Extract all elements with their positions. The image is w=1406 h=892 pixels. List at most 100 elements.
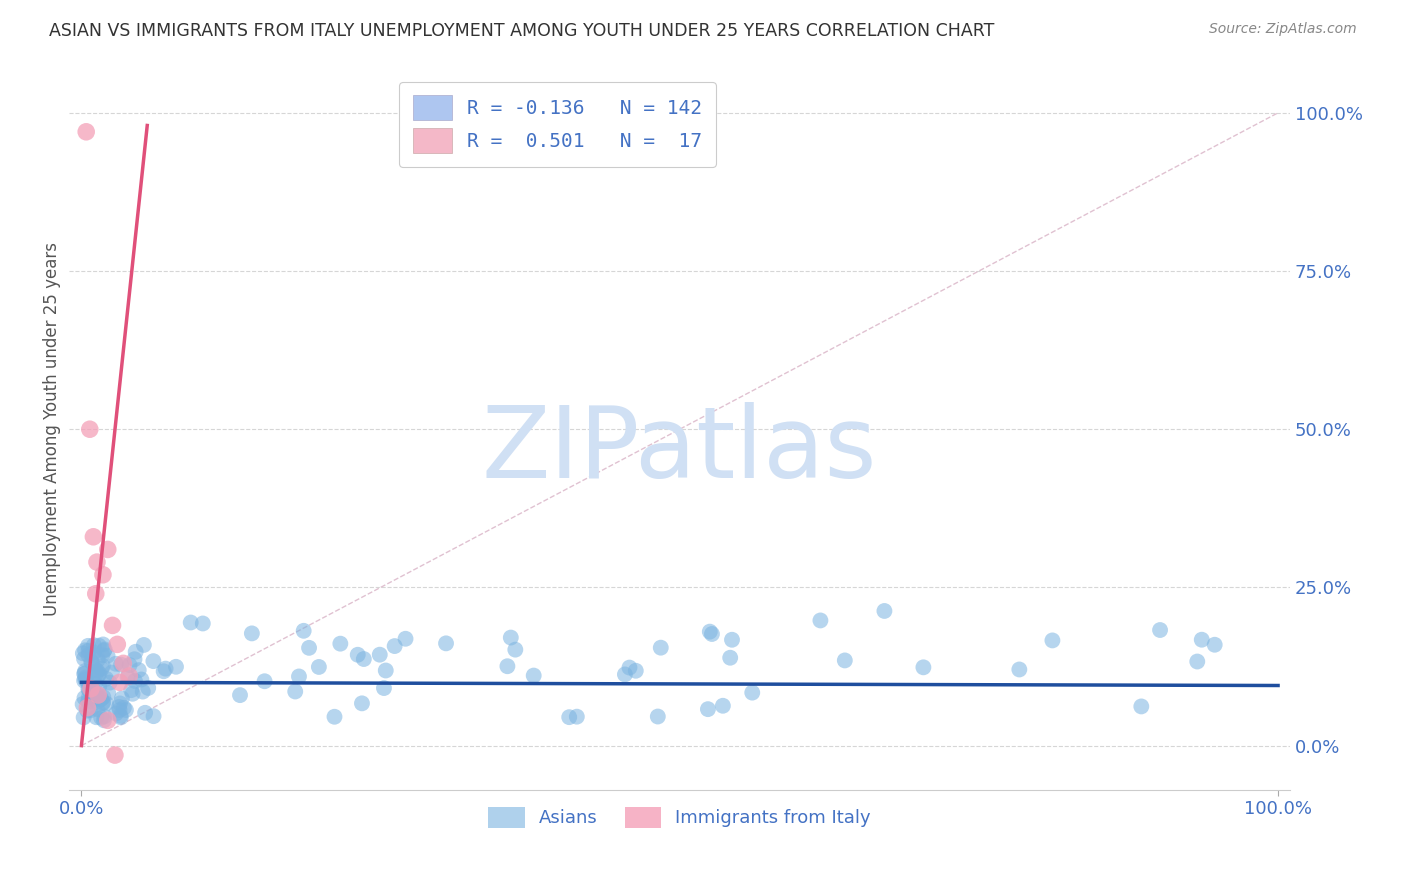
Point xyxy=(76,704,98,718)
Point xyxy=(117,670,139,684)
Point xyxy=(810,614,832,628)
Point xyxy=(79,703,101,717)
Point xyxy=(90,662,112,676)
Point xyxy=(87,688,110,702)
Point xyxy=(104,657,127,671)
Point xyxy=(108,675,131,690)
Point xyxy=(80,681,103,696)
Point xyxy=(229,688,252,702)
Point xyxy=(89,666,111,681)
Point xyxy=(97,542,120,557)
Point xyxy=(499,631,522,645)
Point xyxy=(91,658,114,673)
Point xyxy=(1204,638,1226,652)
Point xyxy=(90,711,112,725)
Point xyxy=(91,637,114,651)
Point xyxy=(86,702,108,716)
Point xyxy=(240,626,263,640)
Point xyxy=(112,657,135,671)
Point xyxy=(75,664,97,678)
Point xyxy=(90,692,112,706)
Point xyxy=(110,709,132,723)
Point xyxy=(93,709,115,723)
Point xyxy=(86,555,108,569)
Point xyxy=(292,624,315,638)
Point xyxy=(82,682,104,697)
Point xyxy=(1191,632,1213,647)
Point xyxy=(84,677,107,691)
Point xyxy=(76,700,98,714)
Point xyxy=(152,665,174,679)
Point xyxy=(72,710,94,724)
Point xyxy=(124,645,146,659)
Point xyxy=(434,636,457,650)
Y-axis label: Unemployment Among Youth under 25 years: Unemployment Among Youth under 25 years xyxy=(44,243,60,616)
Point xyxy=(308,660,330,674)
Point xyxy=(912,660,935,674)
Point xyxy=(496,659,519,673)
Point xyxy=(77,639,100,653)
Point xyxy=(298,640,321,655)
Point xyxy=(323,710,346,724)
Point xyxy=(121,687,143,701)
Point xyxy=(284,684,307,698)
Point xyxy=(84,587,107,601)
Point xyxy=(253,674,276,689)
Point xyxy=(329,637,352,651)
Point xyxy=(87,639,110,653)
Point xyxy=(1149,623,1171,637)
Text: Source: ZipAtlas.com: Source: ZipAtlas.com xyxy=(1209,22,1357,37)
Point xyxy=(83,645,105,659)
Point xyxy=(136,681,159,695)
Point xyxy=(87,668,110,682)
Point xyxy=(84,710,107,724)
Point xyxy=(132,684,155,698)
Point xyxy=(86,664,108,678)
Point xyxy=(191,616,214,631)
Point xyxy=(96,648,118,663)
Point xyxy=(700,627,723,641)
Point xyxy=(73,666,96,681)
Point xyxy=(741,685,763,699)
Point xyxy=(1130,699,1153,714)
Point xyxy=(84,666,107,681)
Point xyxy=(82,648,104,662)
Point xyxy=(624,664,647,678)
Point xyxy=(650,640,672,655)
Point xyxy=(288,669,311,683)
Point xyxy=(73,690,96,705)
Point xyxy=(165,660,187,674)
Point xyxy=(565,709,588,723)
Point xyxy=(79,679,101,693)
Point xyxy=(373,681,395,695)
Point xyxy=(91,690,114,704)
Point xyxy=(82,689,104,703)
Point xyxy=(91,696,114,710)
Point xyxy=(97,686,120,700)
Point xyxy=(124,673,146,688)
Point xyxy=(90,691,112,706)
Point xyxy=(120,683,142,698)
Legend: Asians, Immigrants from Italy: Asians, Immigrants from Italy xyxy=(481,800,879,835)
Point xyxy=(96,672,118,686)
Point xyxy=(91,696,114,710)
Point xyxy=(111,691,134,706)
Point xyxy=(75,672,97,686)
Point xyxy=(112,700,135,714)
Point xyxy=(73,666,96,681)
Point xyxy=(94,642,117,657)
Point xyxy=(394,632,416,646)
Point xyxy=(142,654,165,668)
Point xyxy=(72,697,94,711)
Point xyxy=(98,675,121,690)
Point xyxy=(711,698,734,713)
Point xyxy=(86,695,108,709)
Point xyxy=(834,653,856,667)
Point xyxy=(110,710,132,724)
Point xyxy=(718,650,741,665)
Point xyxy=(97,714,120,728)
Point xyxy=(142,709,165,723)
Point xyxy=(73,652,96,666)
Point xyxy=(619,660,641,674)
Point xyxy=(110,657,132,672)
